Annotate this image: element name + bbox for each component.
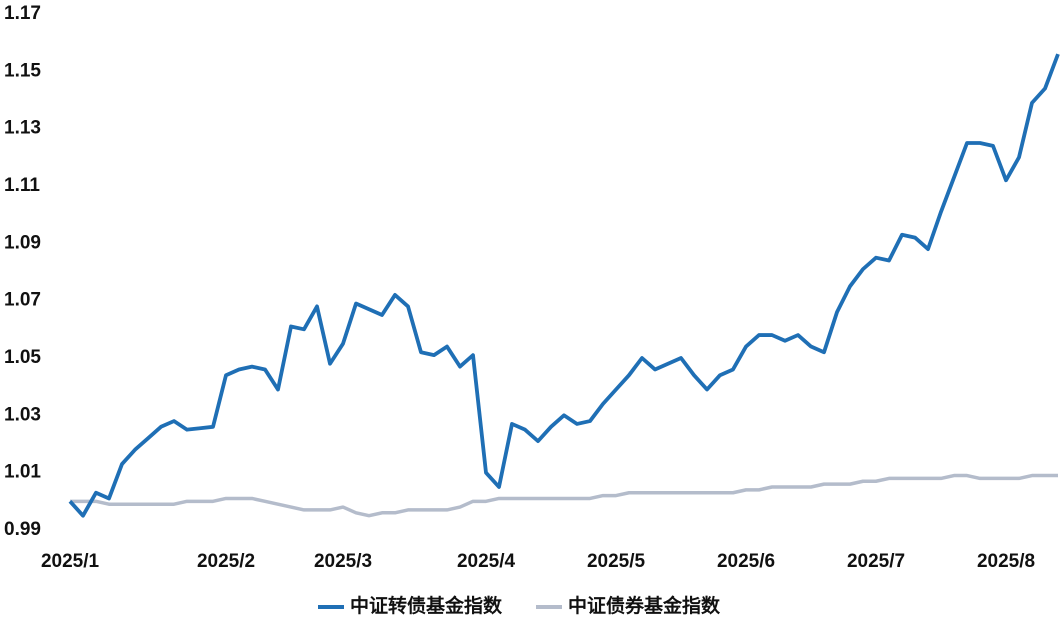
x-tick-label: 2025/8 [977, 551, 1035, 572]
y-tick-label: 1.13 [4, 118, 41, 139]
y-tick-label: 1.09 [4, 232, 41, 253]
y-tick-label: 1.15 [4, 60, 41, 81]
y-tick-label: 1.17 [4, 3, 41, 24]
y-tick-label: 1.03 [4, 404, 41, 425]
y-tick-label: 1.01 [4, 462, 41, 483]
y-tick-label: 1.11 [4, 175, 40, 196]
x-tick-label: 2025/7 [847, 551, 905, 572]
legend-label: 中证债券基金指数 [568, 594, 721, 617]
x-tick-label: 2025/6 [717, 551, 775, 572]
x-tick-label: 2025/5 [587, 551, 646, 572]
x-tick-label: 2025/1 [41, 551, 100, 572]
y-tick-label: 1.05 [4, 347, 41, 368]
series-line [68, 53, 1060, 518]
legend-label: 中证转债基金指数 [350, 594, 503, 617]
x-tick-label: 2025/3 [314, 551, 372, 572]
x-tick-label: 2025/4 [457, 551, 516, 572]
y-tick-label: 0.99 [4, 519, 41, 540]
series-line [70, 473, 1058, 518]
x-tick-label: 2025/2 [197, 551, 255, 572]
y-tick-label: 1.07 [4, 290, 41, 311]
